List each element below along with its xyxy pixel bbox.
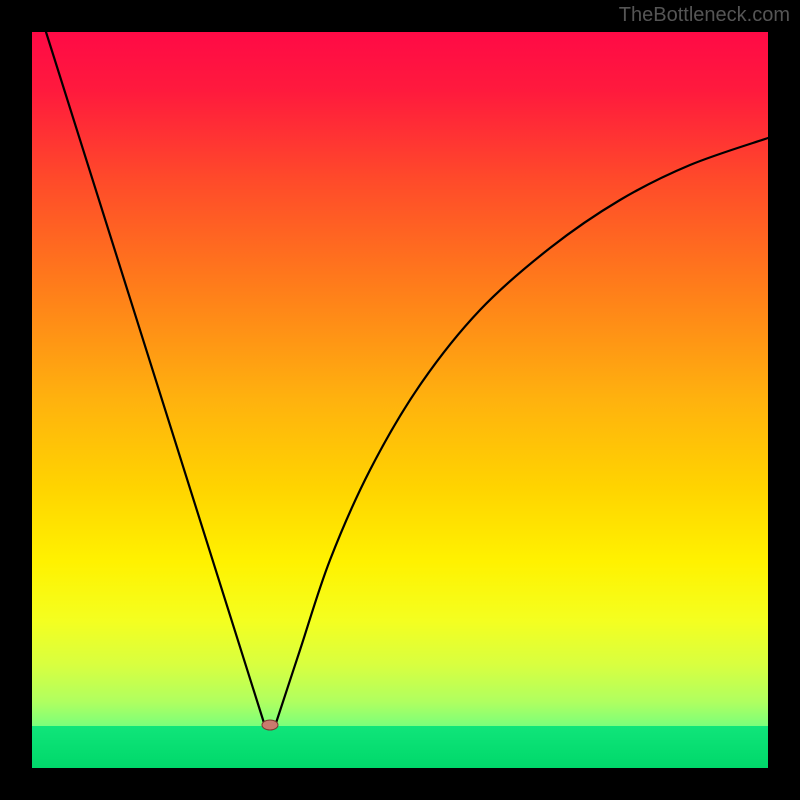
curve-path <box>46 32 768 726</box>
chart-plot-area <box>32 32 768 768</box>
minimum-marker <box>262 720 278 730</box>
watermark-text: TheBottleneck.com <box>619 4 790 27</box>
bottleneck-curve <box>32 32 768 768</box>
